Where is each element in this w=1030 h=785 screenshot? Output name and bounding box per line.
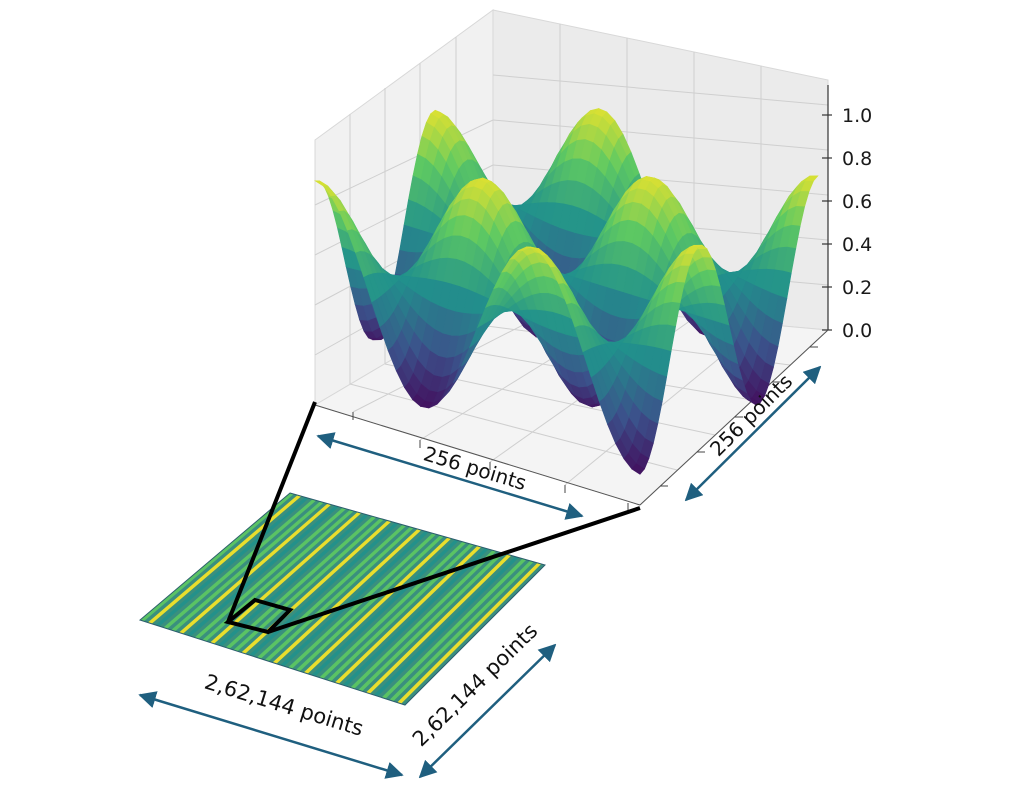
flat-grid-stripe xyxy=(202,509,354,642)
flat-grid-stripe xyxy=(186,505,339,637)
flat-x-dimension-arrow xyxy=(138,691,404,779)
flat-grid-stripe xyxy=(171,501,324,632)
flat-grid-stripe xyxy=(249,522,399,657)
z-axis-ticks xyxy=(822,114,832,331)
zoom-inset-square xyxy=(223,597,294,635)
flat-grid-stripe xyxy=(295,535,444,672)
flat-grid-stripe xyxy=(210,512,362,644)
zoom-line-left xyxy=(226,401,317,623)
zoom-line-right xyxy=(267,506,641,634)
zoom-indicator xyxy=(223,401,641,635)
flat-grid-stripe xyxy=(217,514,369,647)
flat-grid-stripe xyxy=(303,537,452,674)
flat-grid-stripe xyxy=(155,497,309,627)
flat-grid-stripe xyxy=(225,516,377,649)
flat-grid-stripe xyxy=(373,556,519,697)
z-tick-label: 1.0 xyxy=(842,105,872,127)
z-tick-label: 0.4 xyxy=(842,234,872,256)
z-tick-label: 0.2 xyxy=(842,277,872,299)
flat-grid-stripe xyxy=(334,545,482,684)
flat-grid-stripe xyxy=(342,548,489,687)
flat-grid-stripe xyxy=(163,499,317,629)
flat-grid-outline xyxy=(138,492,546,706)
flat-grid-stripe xyxy=(179,503,332,634)
flat-grid-stripe xyxy=(319,541,467,679)
flat-grid-stripe xyxy=(327,543,474,682)
surface-facet xyxy=(631,463,645,475)
surface-x-dimension-arrow xyxy=(316,432,584,520)
flat-grid-stripe xyxy=(140,493,294,622)
flat-grid-stripe xyxy=(311,539,459,677)
flat-grid-stripe xyxy=(233,518,384,652)
flat-grid-stripe xyxy=(264,526,414,662)
dimension-arrows xyxy=(138,365,822,779)
flat-grid-stripe xyxy=(381,558,527,699)
flat-y-dimension-arrow xyxy=(418,643,557,779)
z-tick-label: 0.6 xyxy=(842,191,872,213)
flat-grid-stripe xyxy=(358,552,504,692)
flat-grid-stripe xyxy=(147,495,302,624)
flat-grid-stripe xyxy=(366,554,512,694)
z-axis-tick-labels: 0.0 0.2 0.4 0.6 0.8 1.0 xyxy=(842,105,872,342)
flat-grid-stripe xyxy=(272,529,422,664)
surface-y-dimension-arrow xyxy=(684,365,822,502)
surface-mesh xyxy=(313,107,819,475)
z-tick-label: 0.0 xyxy=(842,320,872,342)
flat-grid-stripe xyxy=(280,531,429,667)
z-tick-label: 0.8 xyxy=(842,148,872,170)
flat-grid-stripe xyxy=(350,550,497,689)
